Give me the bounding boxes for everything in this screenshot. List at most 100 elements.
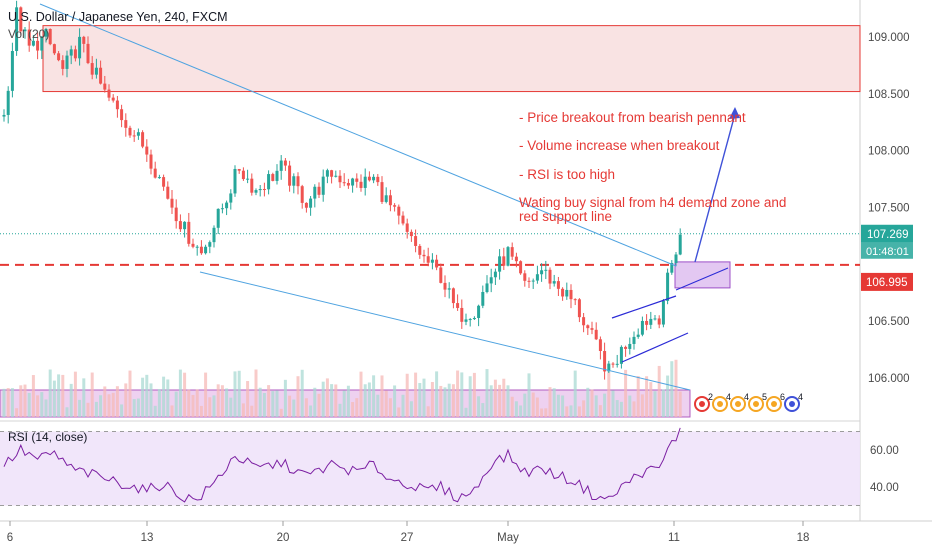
volume-bar	[90, 372, 94, 417]
candle-body	[544, 269, 548, 271]
candle-body	[124, 120, 128, 128]
volume-bar	[342, 390, 346, 417]
support-price-text: 106.995	[866, 277, 908, 289]
candle-body	[506, 247, 510, 266]
volume-bar	[204, 372, 208, 417]
candle-body	[380, 182, 384, 202]
candle-body	[498, 256, 502, 272]
candle-body	[607, 363, 611, 372]
rsi-tick-label: 40.00	[870, 482, 899, 494]
candle-body	[300, 186, 304, 203]
candle-body	[111, 97, 115, 101]
volume-bar	[48, 369, 52, 417]
volume-bar	[645, 376, 649, 417]
volume-bar	[23, 384, 27, 417]
volume-bar	[615, 400, 619, 417]
candle-body	[460, 307, 464, 322]
candle-body	[645, 320, 649, 325]
candle-body	[418, 245, 422, 255]
volume-bar	[523, 393, 527, 417]
volume-bar	[607, 372, 611, 417]
volume-bar	[128, 370, 132, 417]
volume-bar	[258, 387, 262, 417]
candle-body	[489, 277, 493, 284]
candle-body	[6, 90, 10, 115]
volume-bar	[61, 374, 65, 417]
candle-body	[628, 343, 632, 349]
candle-body	[128, 127, 132, 136]
volume-bar	[157, 389, 161, 417]
candle-body	[296, 176, 300, 187]
candle-body	[48, 28, 52, 45]
candle-body	[229, 193, 233, 203]
candle-body	[573, 299, 577, 301]
candle-body	[456, 303, 460, 308]
candle-body	[44, 28, 48, 37]
volume-bar	[57, 374, 61, 417]
volume-bar	[225, 388, 229, 417]
candle-body	[94, 67, 98, 75]
candle-body	[82, 36, 86, 44]
candle-body	[384, 195, 388, 202]
candle-body	[199, 246, 203, 254]
volume-bar	[372, 375, 376, 417]
support-price-tag	[861, 272, 913, 291]
volume-bars	[0, 359, 691, 418]
candle-body	[225, 202, 229, 209]
volume-bar	[111, 392, 115, 417]
candle-body	[451, 288, 455, 304]
volume-bar	[552, 388, 556, 417]
volume-bar	[632, 401, 636, 417]
candle-body	[216, 208, 220, 228]
candle-body	[309, 198, 313, 208]
candle-body	[493, 271, 497, 278]
volume-bar	[275, 390, 279, 417]
volume-bar	[69, 383, 73, 417]
candle-body	[376, 176, 380, 183]
event-count-label: 4	[744, 392, 749, 402]
symbol-title: U.S. Dollar / Japanese Yen, 240, FXCM	[8, 10, 228, 24]
candle-body	[615, 363, 619, 365]
candle-body	[355, 178, 359, 182]
volume-bar	[506, 385, 510, 417]
volume-bar	[670, 361, 674, 417]
event-markers[interactable]: 2 4 4 5 6 4	[694, 392, 803, 412]
candle-body	[36, 40, 40, 51]
volume-bar	[565, 406, 569, 417]
volume-bar	[292, 399, 296, 417]
volume-bar	[216, 384, 220, 417]
volume-bar	[556, 394, 560, 417]
event-flag-dot	[771, 401, 777, 407]
candle-body	[136, 132, 140, 136]
candle-body	[514, 256, 518, 262]
candle-body	[115, 100, 119, 110]
volume-bar	[313, 387, 317, 417]
volume-bar	[220, 385, 224, 417]
candle-body	[590, 328, 594, 330]
volume-bar	[346, 385, 350, 417]
volume-bar	[52, 380, 56, 417]
price-tick-label: 109.000	[868, 32, 910, 44]
candle-body	[363, 176, 367, 188]
candle-body	[661, 300, 665, 325]
volume-bar	[2, 388, 6, 417]
time-tick-label: 13	[141, 532, 154, 544]
volume-bar	[502, 378, 506, 417]
candle-body	[556, 281, 560, 289]
volume-bar	[514, 401, 518, 417]
candle-body	[569, 289, 573, 300]
candle-body	[636, 334, 640, 337]
volume-bar	[141, 377, 145, 417]
time-tick-label: 11	[668, 532, 680, 544]
annotation-line-5: red support line	[519, 209, 612, 224]
candle-body	[359, 181, 363, 188]
candle-body	[195, 246, 199, 248]
current-price-tag	[861, 224, 913, 243]
volume-bar	[472, 372, 476, 417]
volume-bar	[162, 376, 166, 417]
candle-body	[220, 208, 224, 210]
candle-body	[212, 227, 216, 243]
volume-bar	[367, 382, 371, 417]
rsi-tick-label: 60.00	[870, 445, 899, 457]
